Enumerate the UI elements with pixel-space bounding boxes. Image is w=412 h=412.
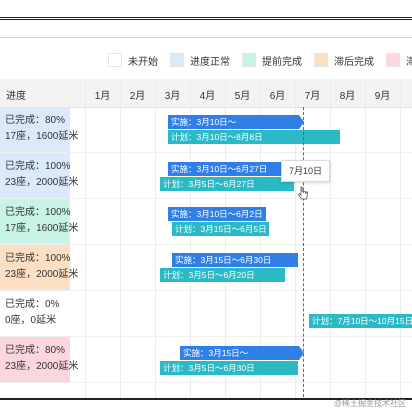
- today-marker-line: [303, 107, 304, 397]
- plan-bar[interactable]: 计划：3月5日～6月20日: [160, 268, 285, 282]
- progress-quantity: 23座，2000延米: [5, 269, 79, 280]
- legend-label: 进度正常: [190, 56, 230, 68]
- progress-percent: 已完成：80%: [5, 345, 66, 356]
- legend-item-delayed: 滞后完成: [314, 53, 374, 68]
- month-header: 3月: [164, 91, 181, 102]
- progress-cell: 已完成：100% 23座，2000延米: [0, 153, 79, 198]
- gantt-row[interactable]: 已完成：100% 23座，2000延米 实施：3月10日～6月27日 计划：3月…: [0, 153, 412, 199]
- actual-bar[interactable]: 实施：3月10日～6月27日: [168, 162, 282, 176]
- window-top-border: [0, 0, 412, 20]
- grid-line: [400, 79, 401, 399]
- legend-label: 滞后完成: [334, 56, 374, 68]
- plan-bar[interactable]: 计划：3月5日～6月30日: [160, 361, 298, 375]
- gantt-row[interactable]: 已完成：80% 23座，2000延米 实施：3月15日～ 计划：3月5日～6月3…: [0, 337, 412, 383]
- gantt-row[interactable]: 已完成：80% 17座，1600延米 实施：3月10日～ 计划：3月10日～8月…: [0, 107, 412, 153]
- progress-cell: 已完成：100% 17座，1600延米: [0, 199, 79, 244]
- progress-cell: 已完成：100% 23座，2000延米: [0, 245, 79, 290]
- legend-swatch: [108, 53, 122, 67]
- watermark: @稀土掘金技术社区: [333, 399, 406, 408]
- date-tooltip: 7月10日: [281, 160, 330, 182]
- legend-swatch: [314, 53, 328, 67]
- legend-item-overdue: 滞: [386, 53, 412, 68]
- legend-swatch: [386, 53, 400, 67]
- grid-line: [155, 79, 156, 399]
- actual-bar[interactable]: 实施：3月10日～: [168, 115, 304, 129]
- progress-percent: 已完成：80%: [5, 115, 66, 126]
- month-header: 1月: [94, 91, 111, 102]
- month-header: 5月: [234, 91, 251, 102]
- progress-quantity: 17座，1600延米: [5, 131, 79, 142]
- progress-percent: 已完成：100%: [5, 253, 71, 264]
- legend-swatch: [242, 53, 256, 67]
- month-header: 9月: [374, 91, 391, 102]
- legend-swatch: [170, 53, 184, 67]
- divider: [0, 37, 412, 38]
- legend-label: 提前完成: [262, 56, 302, 68]
- plan-bar[interactable]: 计划：3月10日～8月8日: [168, 130, 340, 144]
- month-header: 6月: [269, 91, 286, 102]
- plan-bar[interactable]: 计划：3月15日～6月5日: [172, 222, 269, 236]
- legend: 未开始 进度正常 提前完成 滞后完成 滞: [108, 46, 412, 74]
- month-header: 4月: [199, 91, 216, 102]
- grid-line: [365, 79, 366, 399]
- grid-line: [120, 79, 121, 399]
- progress-cell: 已完成：80% 23座，2000延米: [0, 337, 79, 382]
- progress-percent: 已完成：100%: [5, 207, 71, 218]
- pointer-cursor-icon: [298, 186, 308, 200]
- grid-line: [190, 79, 191, 399]
- gantt-row[interactable]: 已完成：100% 23座，2000延米 实施：3月15日～6月30日 计划：3月…: [0, 245, 412, 291]
- plan-bar[interactable]: 计划：3月5日～6月27日: [160, 177, 294, 191]
- plan-bar[interactable]: 计划：7月10日～10月15日: [309, 314, 412, 328]
- timeline-header: 进度 1月 2月 3月 4月 5月 6月 7月 8月 9月: [0, 79, 412, 108]
- grid-line: [260, 79, 261, 399]
- month-header: 7月: [304, 91, 321, 102]
- progress-cell: 已完成：80% 17座，1600延米: [0, 107, 79, 152]
- month-header: 8月: [339, 91, 356, 102]
- grid-line: [295, 79, 296, 399]
- actual-bar[interactable]: 实施：3月10日～6月2日: [168, 207, 266, 221]
- month-header: 2月: [129, 91, 146, 102]
- actual-bar[interactable]: 实施：3月15日～: [180, 346, 304, 360]
- progress-quantity: 23座，2000延米: [5, 361, 79, 372]
- grid-line: [225, 79, 226, 399]
- legend-label: 滞: [406, 56, 412, 68]
- grid-line: [85, 79, 86, 399]
- legend-item-ahead: 提前完成: [242, 53, 302, 68]
- progress-column-header: 进度: [6, 91, 26, 102]
- progress-percent: 已完成：0%: [5, 299, 60, 310]
- progress-cell: 已完成：0% 0座，0延米: [0, 291, 70, 336]
- actual-bar[interactable]: 实施：3月15日～6月30日: [172, 253, 298, 267]
- progress-quantity: 0座，0延米: [5, 315, 57, 326]
- grid-line: [330, 79, 331, 399]
- legend-label: 未开始: [128, 56, 158, 68]
- legend-item-normal: 进度正常: [170, 53, 230, 68]
- progress-percent: 已完成：100%: [5, 161, 71, 172]
- window-bottom-border: [0, 398, 412, 403]
- legend-item-not-started: 未开始: [108, 53, 158, 68]
- gantt-row[interactable]: 已完成：100% 17座，1600延米 实施：3月10日～6月2日 计划：3月1…: [0, 199, 412, 245]
- progress-quantity: 17座，1600延米: [5, 223, 79, 234]
- progress-quantity: 23座，2000延米: [5, 177, 79, 188]
- gantt-row[interactable]: 已完成：0% 0座，0延米 计划：7月10日～10月15日: [0, 291, 412, 337]
